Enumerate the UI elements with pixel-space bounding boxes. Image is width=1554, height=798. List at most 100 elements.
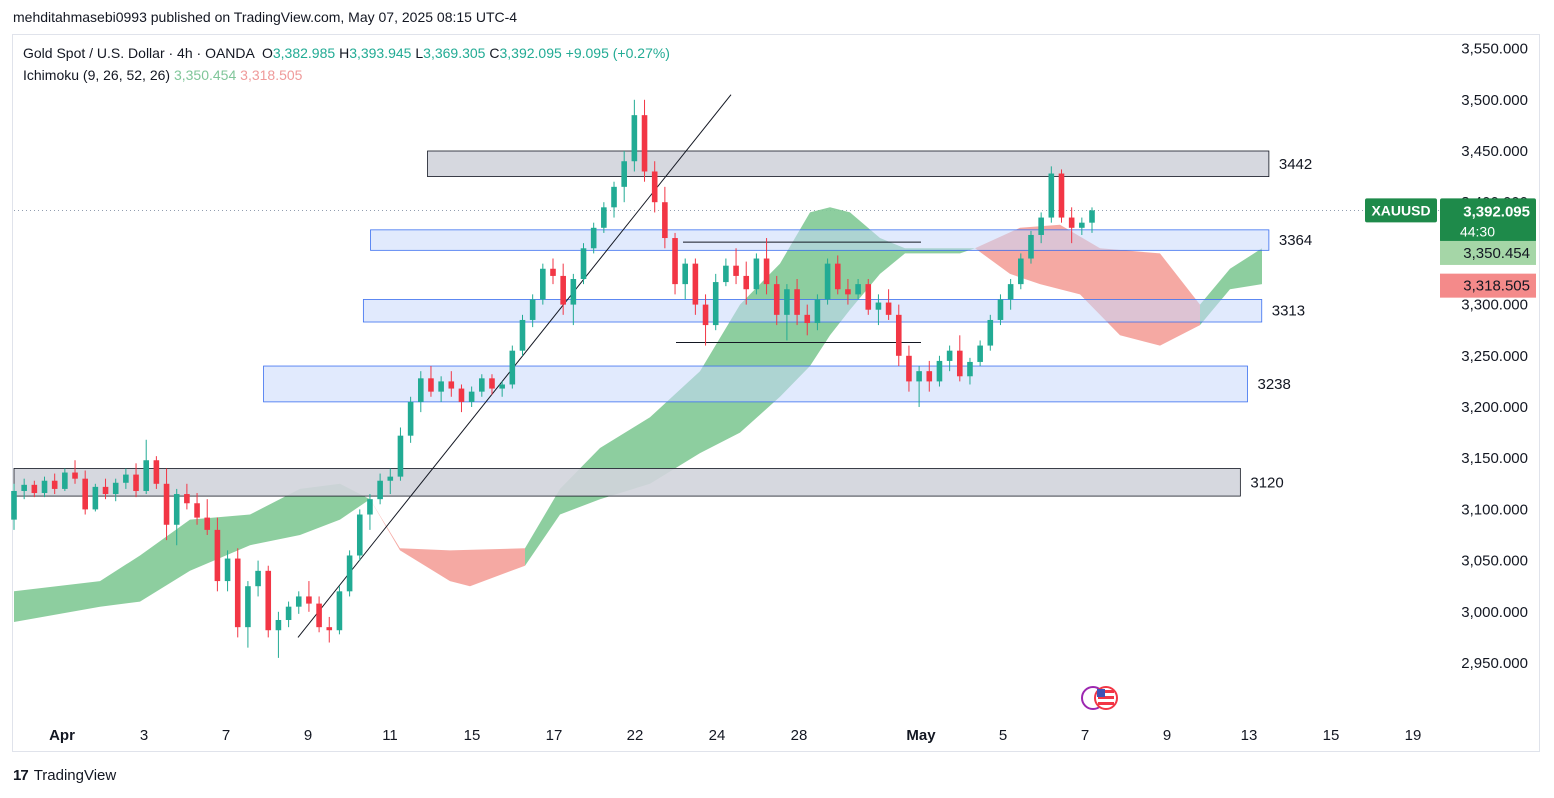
last-price-value: 3,392.095 xyxy=(1463,203,1530,220)
candle-body xyxy=(712,282,719,326)
candle-body xyxy=(11,490,17,520)
kijun-badge xyxy=(1440,273,1536,298)
symbol-legend[interactable]: Gold Spot / U.S. Dollar · 4h · OANDA O3,… xyxy=(23,45,670,61)
indicator-legend[interactable]: Ichimoku (9, 26, 52, 26) 3,350.454 3,318… xyxy=(23,67,302,83)
candle-body xyxy=(82,478,88,510)
x-axis-tick-label: 17 xyxy=(546,727,563,744)
ohlc-low-key: L xyxy=(415,45,424,61)
candle-body xyxy=(672,238,678,285)
chart-pane[interactable] xyxy=(12,34,1540,752)
candle-body xyxy=(173,494,180,525)
candle-body xyxy=(285,606,292,620)
publisher-line: mehditahmasebi0993 published on TradingV… xyxy=(13,9,518,25)
ichimoku-cloud-bearish xyxy=(370,499,525,587)
x-axis-tick-label: Apr xyxy=(49,727,75,744)
y-axis-tick-label: 3,200.000 xyxy=(1461,399,1528,416)
x-axis-tick-label: 19 xyxy=(1405,727,1422,744)
candle-body xyxy=(367,499,373,515)
candle-body xyxy=(397,435,404,477)
ohlc-change: +9.095 (+0.27%) xyxy=(565,45,670,61)
indicator-value-1: 3,350.454 xyxy=(173,67,237,83)
ohlc-high-value: 3,393.945 xyxy=(349,45,412,61)
candle-body xyxy=(855,284,861,295)
x-axis-tick-label: 24 xyxy=(709,727,726,744)
candle-body xyxy=(814,299,821,324)
candle-body xyxy=(590,227,597,249)
candle-body xyxy=(356,514,363,556)
candle-body xyxy=(997,299,1004,320)
ichimoku-cloud-bullish xyxy=(14,483,370,622)
x-axis-tick-label: 11 xyxy=(382,727,398,744)
candle-body xyxy=(550,268,556,276)
candle-body xyxy=(163,483,170,525)
brand-name: TradingView xyxy=(33,767,117,784)
candle-body xyxy=(479,378,485,392)
x-axis-tick-label: 5 xyxy=(999,727,1007,744)
x-axis-tick-label: 9 xyxy=(304,727,312,744)
candle-body xyxy=(641,115,648,172)
last-price-badge xyxy=(1440,198,1536,243)
x-axis-tick-label: 3 xyxy=(140,727,148,744)
candle-body xyxy=(733,265,739,276)
candle-body xyxy=(784,289,790,315)
candle-body xyxy=(499,384,505,389)
ohlc-open-value: 3,382.985 xyxy=(272,45,336,61)
candle-body xyxy=(682,263,689,285)
indicator-value-2: 3,318.505 xyxy=(240,67,303,83)
ohlc-close-key: C xyxy=(489,45,500,61)
candle-body xyxy=(956,350,963,377)
zone-rect-3442 xyxy=(427,150,1270,178)
candle-body xyxy=(1068,217,1075,228)
candle-body xyxy=(112,482,119,495)
x-axis-tick-label: 7 xyxy=(222,727,230,744)
zone-label-3238: 3238 xyxy=(1257,376,1290,393)
candle-body xyxy=(743,275,750,290)
ohlc-close-value: 3,392.095 xyxy=(499,45,562,61)
candle-body xyxy=(72,472,78,479)
candle-body xyxy=(1038,217,1044,235)
candle-body xyxy=(417,378,424,402)
candle-body xyxy=(1018,258,1024,285)
ohlc-low-value: 3,369.305 xyxy=(423,45,486,61)
candle-body xyxy=(773,284,780,315)
candle-body xyxy=(1058,173,1065,218)
y-axis-tick-label: 3,000.000 xyxy=(1461,604,1528,621)
candle-body xyxy=(916,371,922,382)
candle-body xyxy=(31,484,38,494)
zone-rect-3238 xyxy=(263,365,1248,403)
candle-body xyxy=(560,275,566,305)
candle-body xyxy=(428,378,434,392)
y-axis-tick-label: 3,450.000 xyxy=(1461,143,1528,160)
candle-body xyxy=(540,268,546,300)
candle-body xyxy=(763,258,770,285)
symbol-badge-label: XAUUSD xyxy=(1371,202,1430,218)
candle-body xyxy=(1048,173,1055,218)
candle-body xyxy=(692,263,699,305)
candle-body xyxy=(326,627,333,631)
candle-body xyxy=(824,263,831,300)
y-axis-tick-label: 3,300.000 xyxy=(1461,297,1528,314)
candle-body xyxy=(804,314,811,324)
candle-body xyxy=(834,263,841,290)
candle-body xyxy=(62,472,68,489)
y-axis-tick-label: 3,500.000 xyxy=(1461,92,1528,109)
candle-body xyxy=(1089,210,1095,223)
candle-body xyxy=(906,355,912,382)
candle-body xyxy=(967,361,973,377)
candle-body xyxy=(723,265,729,283)
zone-rect-3120 xyxy=(13,468,1241,497)
y-axis-tick-label: 2,950.000 xyxy=(1461,655,1528,672)
candle-body xyxy=(102,486,109,495)
tradingview-footer[interactable]: 17 TradingView xyxy=(13,767,116,784)
candle-body xyxy=(407,401,414,436)
candle-body xyxy=(895,314,902,356)
x-axis-tick-label: 22 xyxy=(627,727,644,744)
symbol-badge xyxy=(1365,198,1437,223)
candle-body xyxy=(946,350,953,361)
us-flag-events-icon[interactable] xyxy=(1079,684,1121,712)
candle-body xyxy=(1028,234,1034,259)
zone-label-3364: 3364 xyxy=(1279,232,1312,249)
candle-body xyxy=(336,591,343,631)
candle-body xyxy=(1079,222,1085,228)
